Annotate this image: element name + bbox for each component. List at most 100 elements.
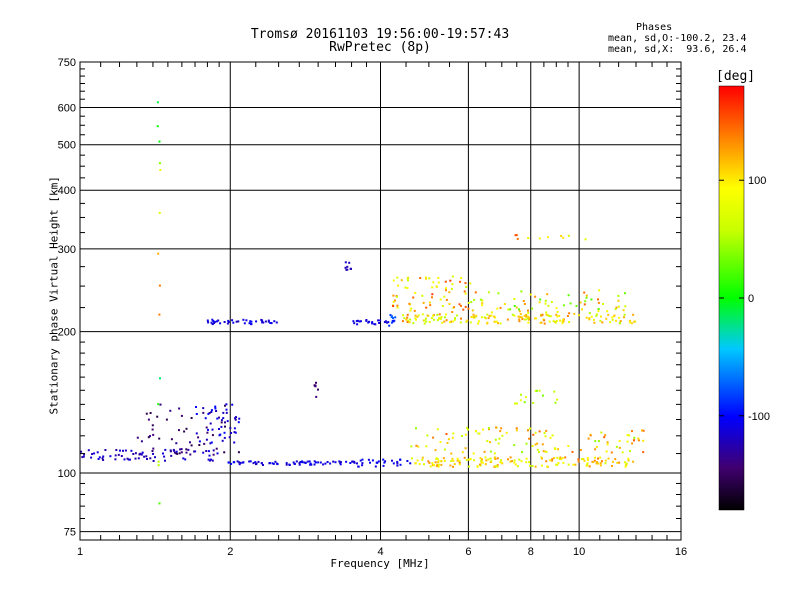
data-point bbox=[437, 281, 440, 284]
data-point bbox=[417, 445, 420, 448]
data-point bbox=[562, 461, 565, 464]
data-point bbox=[241, 461, 244, 464]
data-point bbox=[436, 319, 439, 322]
data-point bbox=[614, 308, 617, 311]
data-point bbox=[356, 323, 359, 326]
data-point bbox=[371, 321, 374, 324]
data-point bbox=[435, 285, 438, 288]
data-point bbox=[556, 463, 559, 466]
data-point bbox=[431, 462, 434, 465]
data-point bbox=[176, 452, 179, 455]
data-point bbox=[541, 457, 543, 460]
data-point bbox=[423, 319, 426, 322]
data-point bbox=[447, 438, 450, 441]
data-point bbox=[260, 462, 263, 465]
data-point bbox=[586, 458, 589, 461]
data-point bbox=[339, 463, 342, 466]
data-point bbox=[158, 211, 161, 214]
data-point bbox=[275, 321, 278, 324]
data-point bbox=[642, 439, 645, 442]
data-point bbox=[428, 461, 431, 464]
data-point bbox=[187, 448, 190, 451]
data-point bbox=[109, 455, 112, 458]
data-point bbox=[527, 237, 530, 240]
data-point bbox=[625, 462, 628, 465]
data-point bbox=[170, 454, 173, 457]
data-point bbox=[407, 319, 410, 322]
data-point bbox=[102, 455, 105, 458]
data-point bbox=[361, 458, 364, 461]
data-point bbox=[415, 318, 417, 321]
data-point bbox=[115, 449, 118, 451]
data-point bbox=[441, 321, 444, 324]
data-point bbox=[482, 428, 485, 431]
data-point bbox=[173, 451, 176, 454]
data-point bbox=[425, 317, 427, 320]
data-point bbox=[460, 277, 463, 279]
data-point bbox=[599, 462, 602, 465]
data-point bbox=[476, 465, 479, 468]
data-point bbox=[527, 429, 529, 432]
data-point bbox=[517, 315, 520, 318]
data-point bbox=[221, 439, 224, 442]
colorbar-tick-label: -100 bbox=[748, 411, 770, 423]
data-point bbox=[466, 319, 469, 322]
data-point bbox=[208, 412, 211, 414]
data-point bbox=[329, 462, 332, 465]
data-point bbox=[475, 430, 477, 433]
data-point bbox=[157, 403, 160, 406]
data-point bbox=[359, 320, 362, 323]
data-point bbox=[367, 321, 370, 324]
data-point bbox=[185, 427, 188, 430]
data-point bbox=[184, 458, 187, 461]
data-point bbox=[435, 457, 438, 460]
data-point bbox=[511, 313, 514, 316]
data-point bbox=[599, 464, 602, 467]
data-point bbox=[345, 460, 348, 463]
data-point bbox=[211, 322, 214, 325]
data-point bbox=[445, 289, 447, 292]
data-point bbox=[523, 314, 526, 317]
data-point bbox=[518, 310, 521, 313]
data-point bbox=[453, 463, 456, 466]
data-point bbox=[175, 450, 178, 453]
data-point bbox=[538, 451, 540, 454]
data-point bbox=[238, 461, 241, 464]
data-point bbox=[249, 460, 252, 463]
data-point bbox=[439, 298, 442, 301]
data-point bbox=[352, 460, 355, 463]
data-point bbox=[392, 279, 395, 282]
data-point bbox=[531, 465, 534, 467]
data-point bbox=[540, 464, 543, 467]
data-point bbox=[641, 429, 643, 432]
data-point bbox=[233, 431, 236, 434]
data-point bbox=[532, 433, 535, 436]
data-point bbox=[355, 320, 358, 323]
data-point bbox=[237, 451, 240, 454]
data-point bbox=[588, 465, 591, 468]
data-point bbox=[434, 449, 437, 452]
data-point bbox=[567, 234, 570, 237]
data-point bbox=[496, 465, 499, 468]
data-point bbox=[487, 427, 490, 430]
data-point bbox=[593, 459, 596, 462]
data-point bbox=[140, 453, 143, 456]
y-axis-label: Stationary phase Virtual Height [km] bbox=[47, 176, 61, 415]
data-point bbox=[180, 451, 183, 454]
data-point bbox=[467, 428, 469, 431]
data-point bbox=[443, 459, 446, 462]
data-point bbox=[559, 456, 562, 459]
data-point bbox=[597, 440, 600, 443]
data-point bbox=[552, 320, 555, 323]
data-point bbox=[623, 316, 625, 319]
data-point bbox=[488, 314, 491, 317]
data-point bbox=[493, 452, 496, 455]
data-point bbox=[472, 313, 475, 316]
data-point bbox=[211, 459, 214, 462]
data-point bbox=[384, 460, 387, 463]
data-point bbox=[450, 320, 453, 323]
data-point bbox=[348, 261, 351, 264]
data-point bbox=[443, 316, 446, 319]
data-point bbox=[494, 316, 497, 319]
data-point bbox=[596, 461, 598, 463]
